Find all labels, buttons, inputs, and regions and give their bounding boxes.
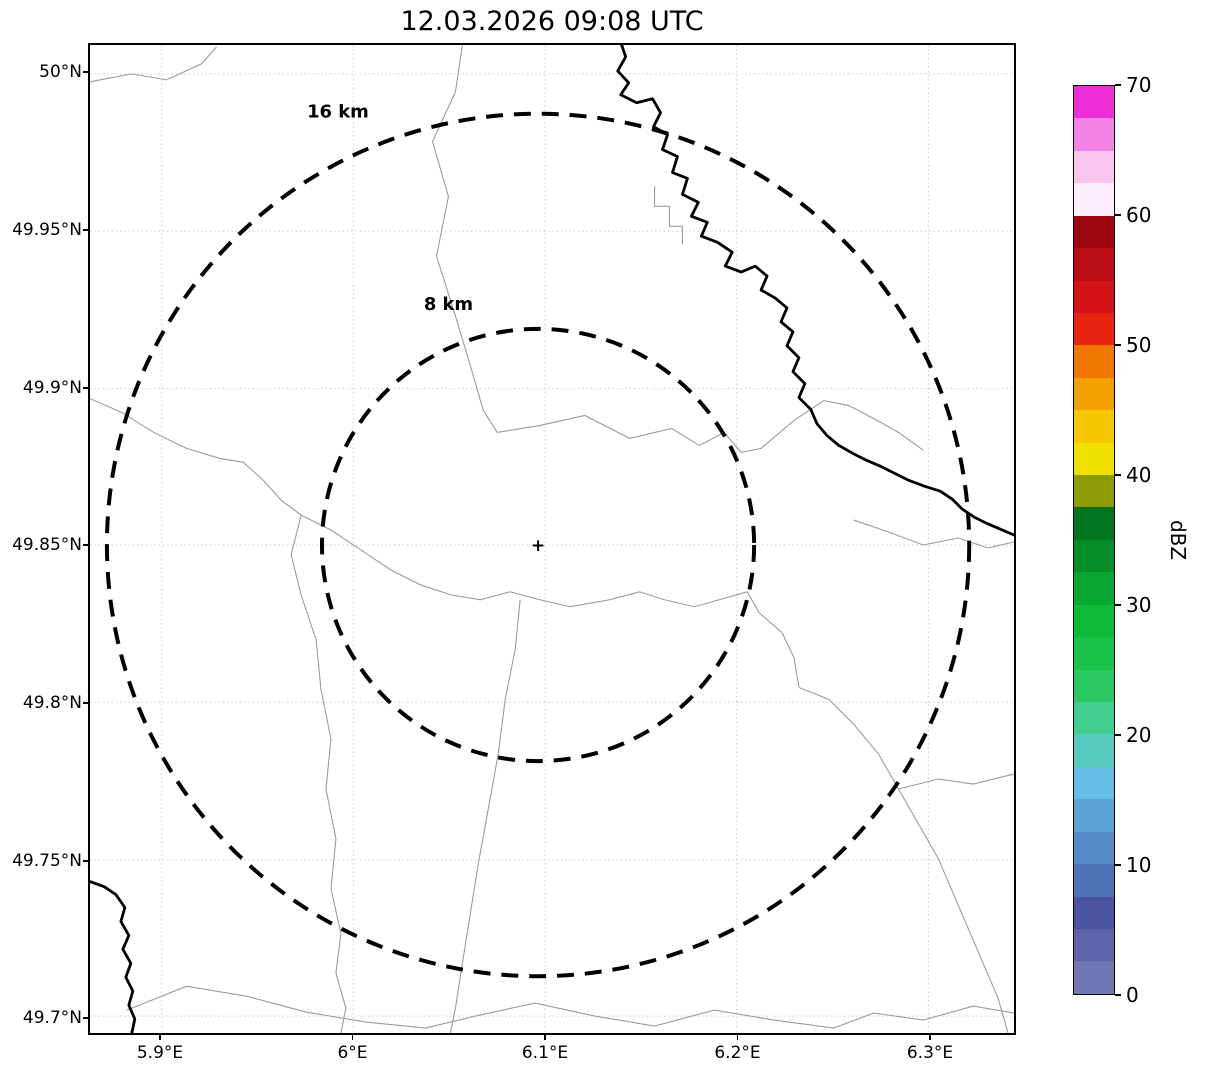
colorbar-segment: [1074, 313, 1114, 345]
colorbar-segment: [1074, 929, 1114, 961]
x-tick-mark: [159, 1035, 161, 1040]
y-tick-label: 50°N: [0, 62, 82, 82]
country-border-line: [90, 882, 135, 1033]
colorbar-tick-mark: [1115, 864, 1121, 866]
colorbar-segment: [1074, 183, 1114, 215]
colorbar-segment: [1074, 734, 1114, 766]
x-tick-label: 6.3°E: [870, 1043, 990, 1063]
boundary-line: [433, 45, 498, 432]
figure-title: 12.03.2026 09:08 UTC: [88, 6, 1016, 38]
y-tick-label: 49.95°N: [0, 220, 82, 240]
grid-lines: [90, 45, 1014, 1033]
colorbar-tick-mark: [1115, 474, 1121, 476]
colorbar-segment: [1074, 410, 1114, 442]
colorbar-segment: [1074, 605, 1114, 637]
colorbar-segment: [1074, 767, 1114, 799]
colorbar-segment: [1074, 443, 1114, 475]
colorbar-segment: [1074, 118, 1114, 150]
colorbar-segment: [1074, 345, 1114, 377]
ring-label-8km: 8 km: [424, 294, 473, 315]
x-tick-mark: [352, 1035, 354, 1040]
y-tick-mark: [83, 387, 88, 389]
colorbar-segment: [1074, 702, 1114, 734]
boundary-line: [90, 47, 216, 82]
colorbar-segment: [1074, 961, 1114, 993]
radar-figure: 12.03.2026 09:08 UTC: [0, 0, 1207, 1069]
colorbar-segment: [1074, 248, 1114, 280]
map-plot: 16 km 8 km +: [88, 43, 1016, 1035]
colorbar-tick-label: 10: [1126, 853, 1151, 877]
colorbar-segment: [1074, 507, 1114, 539]
y-tick-label: 49.9°N: [0, 378, 82, 398]
colorbar-tick-label: 70: [1126, 73, 1151, 97]
colorbar-segment: [1074, 572, 1114, 604]
colorbar-tick-mark: [1115, 344, 1121, 346]
colorbar-segment: [1074, 832, 1114, 864]
x-tick-label: 5.9°E: [100, 1043, 220, 1063]
boundary-line: [497, 401, 923, 453]
colorbar-segment: [1074, 281, 1114, 313]
boundary-line: [655, 186, 683, 244]
colorbar-segment: [1074, 378, 1114, 410]
colorbar-segment: [1074, 897, 1114, 929]
y-tick-mark: [83, 702, 88, 704]
admin-boundary-lines: [90, 45, 1014, 1033]
boundary-line: [127, 986, 1014, 1028]
y-tick-label: 49.7°N: [0, 1008, 82, 1028]
colorbar-segment: [1074, 475, 1114, 507]
boundary-line: [301, 515, 799, 687]
country-border-line: [618, 45, 1014, 535]
colorbar-tick-mark: [1115, 604, 1121, 606]
colorbar-segment: [1074, 637, 1114, 669]
colorbar: [1073, 85, 1115, 995]
x-tick-mark: [544, 1035, 546, 1040]
y-tick-mark: [83, 229, 88, 231]
x-tick-label: 6.1°E: [485, 1043, 605, 1063]
colorbar-segment: [1074, 86, 1114, 118]
colorbar-tick-mark: [1115, 214, 1121, 216]
boundary-line: [291, 515, 346, 1033]
y-tick-mark: [83, 860, 88, 862]
x-tick-label: 6°E: [293, 1043, 413, 1063]
y-tick-label: 49.8°N: [0, 693, 82, 713]
colorbar-unit-label: dBZ: [1166, 512, 1190, 568]
colorbar-tick-mark: [1115, 734, 1121, 736]
y-tick-mark: [83, 71, 88, 73]
y-tick-mark: [83, 1017, 88, 1019]
colorbar-tick-label: 30: [1126, 593, 1151, 617]
colorbar-segment: [1074, 540, 1114, 572]
colorbar-tick-label: 0: [1126, 983, 1139, 1007]
colorbar-tick-mark: [1115, 84, 1121, 86]
colorbar-tick-label: 20: [1126, 723, 1151, 747]
colorbar-tick-label: 60: [1126, 203, 1151, 227]
colorbar-segment: [1074, 151, 1114, 183]
x-tick-label: 6.2°E: [678, 1043, 798, 1063]
colorbar-tick-label: 50: [1126, 333, 1151, 357]
colorbar-segment: [1074, 864, 1114, 896]
radar-site-marker: +: [531, 535, 545, 555]
y-tick-label: 49.85°N: [0, 535, 82, 555]
colorbar-tick-mark: [1115, 994, 1121, 996]
boundary-line: [899, 774, 1015, 789]
country-border-lines: [90, 45, 1014, 1033]
colorbar-tick-label: 40: [1126, 463, 1151, 487]
map-canvas: 16 km 8 km +: [90, 45, 1014, 1033]
ring-label-16km: 16 km: [307, 102, 369, 123]
y-tick-mark: [83, 544, 88, 546]
colorbar-segment: [1074, 799, 1114, 831]
colorbar-segment: [1074, 216, 1114, 248]
boundary-line: [90, 399, 301, 516]
colorbar-segment: [1074, 670, 1114, 702]
y-tick-label: 49.75°N: [0, 851, 82, 871]
x-tick-mark: [737, 1035, 739, 1040]
x-tick-mark: [929, 1035, 931, 1040]
